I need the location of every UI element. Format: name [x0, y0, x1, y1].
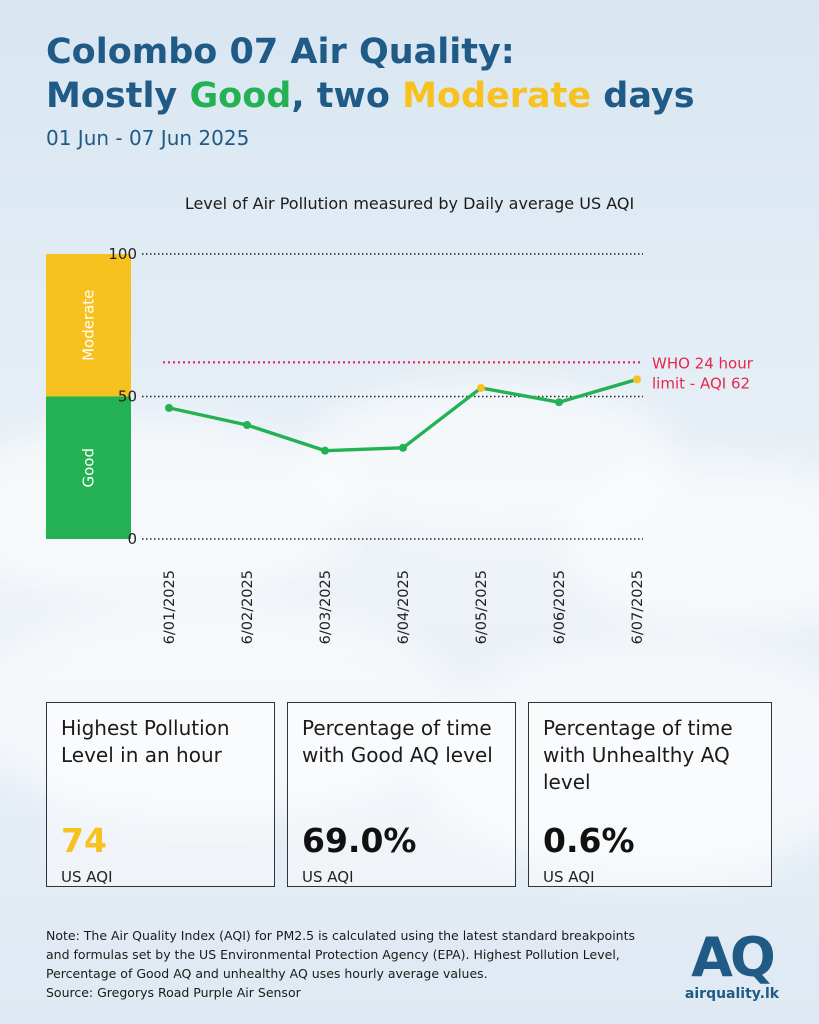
note-line: and formulas set by the US Environmental…: [46, 947, 620, 962]
card-label: Percentage of time with Unhealthy AQ lev…: [543, 716, 733, 794]
data-point: [633, 375, 641, 384]
series-segment: [557, 377, 639, 404]
logo-text: airquality.lk: [684, 986, 780, 1002]
series-segment: [245, 423, 327, 453]
card-good-percentage: Percentage of time with Good AQ level 69…: [287, 702, 516, 887]
x-tick-label: 6/05/2025: [474, 570, 490, 644]
x-tick-label: 6/07/2025: [630, 570, 646, 644]
series-segment: [167, 406, 249, 427]
data-point: [477, 383, 485, 392]
x-tick-label: 6/01/2025: [162, 570, 178, 644]
series-segment: [401, 386, 483, 450]
title-line2-part3: days: [591, 76, 695, 116]
card-highest-pollution: Highest Pollution Level in an hour 74 US…: [46, 702, 275, 887]
card-label: Highest Pollution Level in an hour: [61, 716, 230, 767]
x-tick-label: 6/04/2025: [396, 570, 412, 644]
series-segment: [323, 446, 405, 453]
data-point: [399, 443, 407, 452]
title-line1: Colombo 07 Air Quality:: [46, 32, 515, 72]
page-title: Colombo 07 Air Quality: Mostly Good, two…: [46, 30, 695, 118]
y-tick-label: 100: [108, 245, 137, 263]
card-label: Percentage of time with Good AQ level: [302, 716, 493, 767]
y-tick-label: 0: [127, 530, 137, 548]
band-good: [46, 396, 131, 539]
series-segment: [479, 386, 561, 404]
card-unit: US AQI: [302, 868, 354, 886]
note-line: Note: The Air Quality Index (AQI) for PM…: [46, 928, 636, 943]
who-limit-label: limit - AQI 62: [652, 374, 750, 392]
logo-mark: AQ: [691, 926, 776, 989]
title-good-word: Good: [189, 76, 292, 116]
title-moderate-word: Moderate: [402, 76, 592, 116]
note-line: Percentage of Good AQ and unhealthy AQ u…: [46, 966, 488, 981]
chart-title: Level of Air Pollution measured by Daily…: [184, 194, 635, 213]
card-unhealthy-percentage: Percentage of time with Unhealthy AQ lev…: [528, 702, 772, 887]
airquality-logo: AQ airquality.lk: [682, 926, 782, 1003]
date-range-subtitle: 01 Jun - 07 Jun 2025: [46, 126, 250, 150]
source-line: Source: Gregorys Road Purple Air Sensor: [46, 985, 301, 1000]
data-point: [555, 398, 563, 407]
data-point: [165, 403, 173, 412]
card-value: 74: [61, 821, 107, 860]
x-tick-label: 6/03/2025: [318, 570, 334, 644]
data-point: [243, 421, 251, 429]
card-value: 0.6%: [543, 821, 635, 860]
methodology-note: Note: The Air Quality Index (AQI) for PM…: [46, 926, 686, 1002]
card-unit: US AQI: [61, 868, 113, 886]
who-limit-label: WHO 24 hour: [652, 354, 754, 372]
band-moderate: [46, 254, 131, 397]
aqi-line-chart: Good Moderate 0 50 100 WHO 24 hour limit - AQI…: [46, 245, 754, 644]
x-tick-label: 6/06/2025: [552, 570, 568, 644]
data-point: [321, 446, 329, 455]
title-line2-part1: Mostly: [46, 76, 190, 116]
x-tick-label: 6/02/2025: [240, 570, 256, 644]
title-line2-part2: , two: [291, 76, 403, 116]
card-unit: US AQI: [543, 868, 595, 886]
card-value: 69.0%: [302, 821, 417, 860]
band-label-good: Good: [80, 448, 98, 488]
band-label-moderate: Moderate: [80, 290, 98, 361]
y-tick-label: 50: [118, 388, 137, 406]
